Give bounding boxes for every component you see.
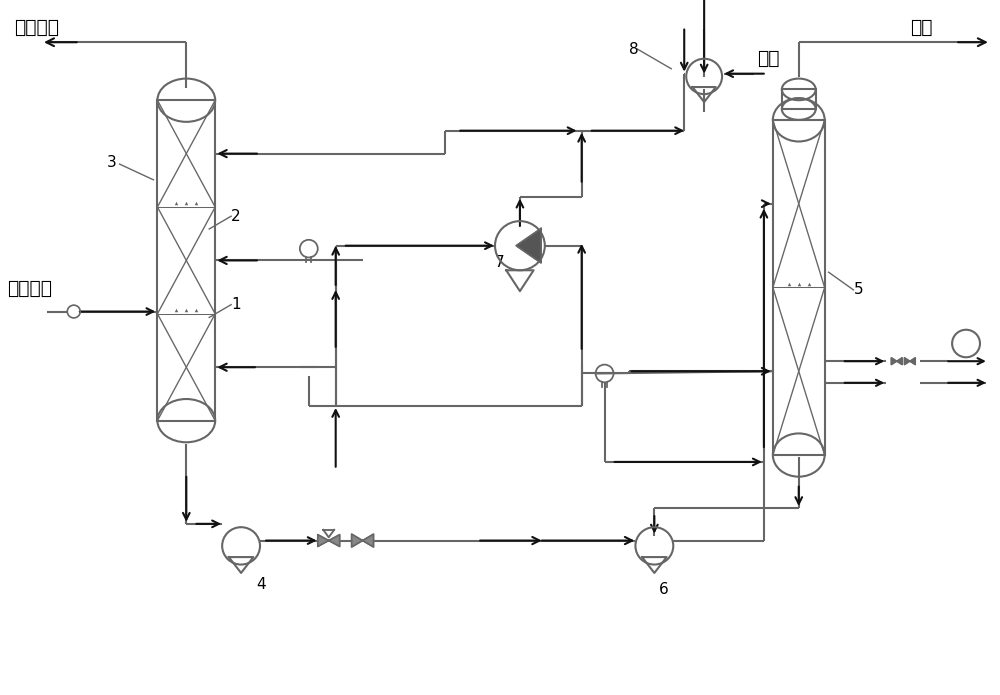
Polygon shape (904, 358, 910, 365)
Text: 1: 1 (231, 297, 241, 312)
Bar (157, 100, 215, 420)
Polygon shape (329, 534, 340, 546)
Text: 4: 4 (256, 578, 266, 592)
Polygon shape (352, 534, 363, 547)
Text: 酸气: 酸气 (910, 18, 933, 37)
Text: 8: 8 (629, 42, 639, 56)
Text: 2: 2 (231, 208, 241, 224)
Bar (782, 90, 816, 109)
Text: 3: 3 (107, 154, 116, 170)
Text: 碱液: 碱液 (757, 49, 779, 68)
Text: 7: 7 (495, 255, 505, 270)
Text: 煤气入口: 煤气入口 (7, 279, 52, 297)
Polygon shape (910, 358, 915, 365)
Text: 6: 6 (659, 582, 669, 597)
Polygon shape (318, 534, 329, 546)
Bar (773, 120, 825, 455)
Polygon shape (363, 534, 374, 547)
Polygon shape (516, 229, 541, 263)
Text: 5: 5 (854, 282, 863, 297)
Text: 煤气出口: 煤气出口 (14, 18, 59, 37)
Polygon shape (897, 358, 902, 365)
Polygon shape (891, 358, 897, 365)
